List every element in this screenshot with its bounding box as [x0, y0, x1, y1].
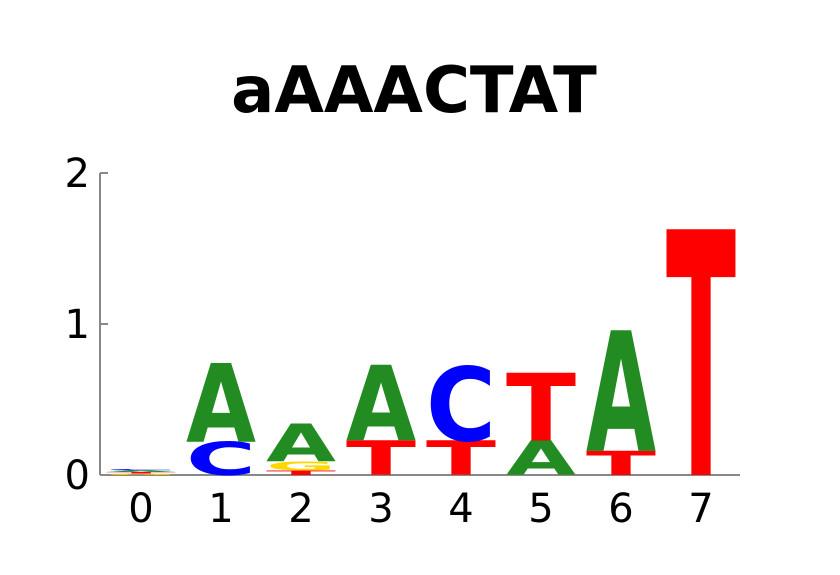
letter-glyph: G	[266, 459, 336, 474]
letter-T-pos-2: T	[266, 469, 336, 476]
letter-T-pos-7: T	[666, 163, 736, 555]
letter-G-pos-0: G	[106, 473, 176, 475]
x-tick-label: 6	[608, 486, 633, 532]
letter-stack-6: TA	[586, 297, 657, 490]
letter-glyph: A	[186, 343, 256, 467]
letter-glyph: C	[426, 346, 496, 465]
letter-glyph: C	[186, 433, 256, 486]
letter-A-pos-1: A	[186, 343, 256, 467]
letter-glyph: T	[586, 444, 657, 483]
letter-T-pos-3: T	[346, 431, 416, 487]
letter-T-pos-0: T	[106, 472, 176, 474]
x-tick-label: 0	[128, 486, 153, 532]
letter-stack-5: AT	[506, 355, 577, 486]
letter-glyph: A	[586, 297, 656, 490]
letter-C-pos-4: C	[426, 346, 496, 465]
letter-C-pos-1: C	[186, 433, 256, 486]
letter-glyph: A	[266, 414, 337, 475]
letter-stack-7: T	[666, 163, 736, 555]
x-tick-label: 1	[208, 486, 233, 532]
letter-stack-1: CA	[186, 343, 256, 485]
letter-glyph: T	[106, 472, 176, 474]
letter-glyph: T	[666, 163, 736, 555]
letter-T-pos-6: T	[586, 444, 657, 483]
letter-glyph: T	[426, 431, 496, 487]
letter-glyph: T	[506, 355, 576, 462]
letter-glyph: A	[106, 470, 177, 472]
letter-C-pos-0: C	[106, 469, 176, 471]
letter-glyph: G	[106, 473, 176, 475]
letter-glyph: T	[346, 431, 416, 487]
letter-stack-4: TC	[426, 346, 496, 487]
letter-glyph: T	[266, 469, 336, 476]
y-ticks: 0 1 2	[65, 151, 108, 499]
letter-A-pos-6: A	[586, 297, 656, 490]
letter-A-pos-3: A	[346, 344, 416, 465]
y-tick-label: 1	[65, 302, 90, 348]
letter-glyph: A	[346, 344, 416, 465]
x-tick-label: 3	[368, 486, 393, 532]
letter-A-pos-5: A	[506, 431, 577, 487]
x-tick-label: 2	[288, 486, 313, 532]
x-ticks: 0 1 2 3 4 5 6 7	[128, 486, 713, 532]
letter-G-pos-2: G	[266, 459, 336, 474]
letter-stack-3: TA	[346, 344, 416, 487]
letter-stack-2: TGA	[266, 414, 337, 477]
x-tick-label: 5	[528, 486, 553, 532]
x-tick-label: 7	[688, 486, 713, 532]
chart-title: aAAACTAT	[231, 54, 597, 128]
x-tick-label: 4	[448, 486, 473, 532]
letter-T-pos-5: T	[506, 355, 576, 462]
y-tick-label: 0	[65, 453, 90, 499]
letter-A-pos-2: A	[266, 414, 337, 475]
y-tick-label: 2	[65, 151, 90, 197]
letter-A-pos-0: A	[106, 470, 177, 472]
letter-glyph: A	[506, 431, 577, 487]
letter-T-pos-4: T	[426, 431, 496, 487]
letter-glyph: C	[106, 469, 176, 471]
